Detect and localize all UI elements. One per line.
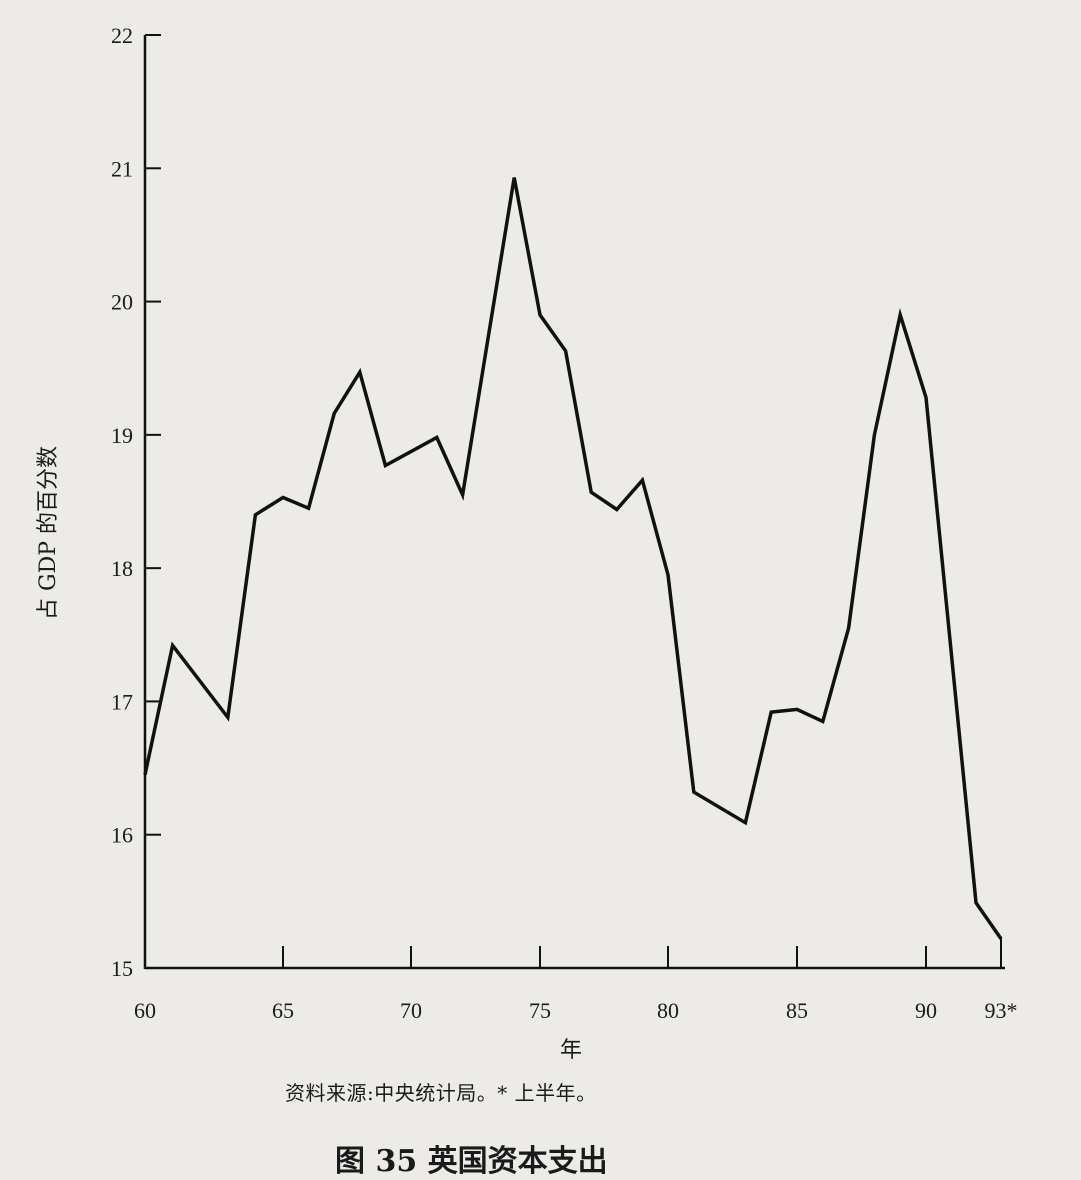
y-tick-label: 16 bbox=[111, 823, 133, 848]
y-tick-label: 18 bbox=[111, 556, 133, 581]
x-tick-label: 80 bbox=[657, 998, 679, 1023]
figure-caption: 图 35 英国资本支出 bbox=[335, 1136, 608, 1180]
line-chart: 15 16 17 18 19 20 21 22 60 65 70 75 80 85 90 93* bbox=[0, 0, 1081, 1151]
x-axis-label: 年 bbox=[560, 1032, 582, 1064]
y-tick-label: 15 bbox=[111, 956, 133, 981]
x-tick-label: 93* bbox=[985, 998, 1018, 1023]
y-tick-label: 17 bbox=[111, 689, 133, 714]
y-tick-label: 20 bbox=[111, 290, 133, 315]
x-tick-label: 85 bbox=[786, 998, 808, 1023]
x-tick-label: 60 bbox=[134, 998, 156, 1023]
series-line bbox=[145, 178, 1001, 939]
y-axis-label: 占 GDP 的百分数 bbox=[30, 446, 62, 620]
x-tick-label: 65 bbox=[272, 998, 294, 1023]
source-note: 资料来源:中央统计局。* 上半年。 bbox=[285, 1077, 597, 1106]
x-tick-label: 75 bbox=[529, 998, 551, 1023]
y-tick-label: 22 bbox=[111, 23, 133, 48]
x-tick-label: 90 bbox=[915, 998, 937, 1023]
series bbox=[145, 178, 1001, 939]
x-tick-label: 70 bbox=[400, 998, 422, 1023]
y-tick-label: 19 bbox=[111, 423, 133, 448]
y-tick-label: 21 bbox=[111, 156, 133, 181]
y-ticks: 15 16 17 18 19 20 21 22 bbox=[111, 23, 161, 981]
x-ticks: 60 65 70 75 80 85 90 93* bbox=[134, 938, 1018, 1023]
